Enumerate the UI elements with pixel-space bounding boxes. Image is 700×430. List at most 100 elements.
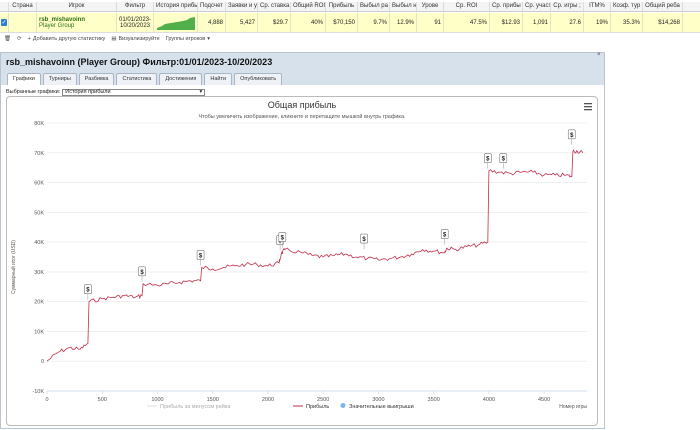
big-win-marker[interactable]: $ bbox=[138, 266, 146, 282]
y-tick-label: 0 bbox=[41, 359, 44, 365]
svg-text:$: $ bbox=[281, 236, 285, 242]
header-entries[interactable]: Заявки и у bbox=[228, 2, 258, 11]
refresh-icon[interactable]: ⟳ bbox=[16, 35, 22, 42]
chevron-down-icon: ▾ bbox=[199, 89, 203, 95]
tab-find[interactable]: Найти bbox=[204, 73, 233, 85]
tab-tournaments[interactable]: Турниры bbox=[42, 73, 77, 85]
big-win-marker[interactable]: $ bbox=[84, 284, 92, 300]
y-tick-label: 30K bbox=[34, 270, 44, 276]
level-cell: 91 bbox=[417, 13, 444, 32]
chart-title: Общая прибыль bbox=[268, 100, 337, 110]
player-group: Player Group bbox=[39, 22, 75, 29]
stats-grid: Страна Игрок Фильтр История прибыли Подс… bbox=[0, 0, 700, 44]
header-profit-history[interactable]: История прибыли bbox=[156, 2, 198, 11]
add-stat-button[interactable]: + Добавить другую статистику bbox=[28, 36, 106, 42]
tab-charts[interactable]: Графики bbox=[7, 73, 41, 85]
svg-text:$: $ bbox=[502, 157, 506, 163]
big-win-marker[interactable]: $ bbox=[278, 232, 287, 248]
header-player[interactable]: Игрок bbox=[37, 2, 117, 11]
avg-field-cell: 1,091 bbox=[523, 13, 551, 32]
x-tick-label: 3000 bbox=[372, 397, 384, 403]
tab-publish[interactable]: Опубликовать bbox=[234, 73, 283, 85]
chevron-down-icon: ▾ bbox=[207, 35, 210, 42]
big-win-marker[interactable]: $ bbox=[360, 233, 368, 250]
chart-legend: Прибыль за минусом рейка Прибыль Значите… bbox=[147, 403, 414, 410]
svg-text:$: $ bbox=[486, 157, 490, 163]
header-filter[interactable]: Фильтр bbox=[117, 2, 154, 11]
header-itm[interactable]: ITM% bbox=[584, 2, 611, 11]
tab-statistics[interactable]: Статистика bbox=[116, 73, 158, 85]
total-roi-cell: 40% bbox=[291, 13, 326, 32]
header-avg-field[interactable]: Ср. участ bbox=[525, 2, 551, 11]
svg-text:$: $ bbox=[443, 233, 447, 239]
x-tick-label: 500 bbox=[98, 397, 107, 403]
add-stat-label: Добавить другую статистику bbox=[32, 35, 106, 42]
knocked-late-cell: 12.9% bbox=[390, 13, 417, 32]
header-avg-profit[interactable]: Ср. прибы bbox=[490, 2, 523, 11]
legend-item-rakeless[interactable]: Прибыль за минусом рейка bbox=[160, 403, 231, 410]
big-win-marker[interactable]: $ bbox=[567, 129, 576, 145]
filter-start: 01/01/2023- bbox=[118, 16, 152, 23]
big-win-marker[interactable]: $ bbox=[483, 153, 492, 169]
player-name[interactable]: rsb_mishavoinn bbox=[39, 16, 86, 23]
big-win-marker[interactable]: $ bbox=[440, 229, 449, 245]
x-tick-label: 4500 bbox=[538, 397, 550, 403]
knocked-early-cell: 9.7% bbox=[358, 13, 390, 32]
header-avg-stake[interactable]: Ср. ставка bbox=[260, 2, 291, 11]
visualize-button[interactable]: ▤ Визуализируйте bbox=[111, 36, 159, 42]
legend-item-big-wins[interactable]: Значительные выигрыши bbox=[349, 404, 414, 410]
tab-breakdown[interactable]: Разбивка bbox=[78, 73, 115, 85]
series-line-profit bbox=[46, 149, 584, 362]
header-knocked-early[interactable]: Выбыл ра bbox=[358, 2, 390, 11]
plus-icon: + bbox=[27, 35, 31, 42]
y-tick-label: 70K bbox=[34, 151, 44, 157]
player-groups-label: Группы игроков bbox=[165, 35, 206, 42]
y-tick-label: 10K bbox=[34, 329, 44, 335]
x-tick-label: 2500 bbox=[317, 397, 329, 403]
delete-icon[interactable]: 🗑 bbox=[4, 35, 11, 42]
avg-roi-cell: 47.5% bbox=[444, 13, 490, 32]
y-tick-label: 40K bbox=[34, 240, 44, 246]
chart-select[interactable]: История прибыли ▾ bbox=[62, 88, 206, 96]
tour-coef-cell: 35.3% bbox=[611, 13, 643, 32]
header-total-roi[interactable]: Общий ROI bbox=[293, 2, 326, 11]
entries-cell: 5,427 bbox=[226, 13, 258, 32]
filter-cell: 01/01/2023- 10/20/2023 bbox=[117, 13, 154, 32]
tab-bar: Графики Турниры Разбивка Статистика Дост… bbox=[1, 71, 604, 85]
svg-text:$: $ bbox=[140, 270, 144, 276]
x-axis-label: Номер игры bbox=[559, 404, 587, 410]
header-checkbox[interactable] bbox=[0, 2, 9, 11]
header-count[interactable]: Подсчет bbox=[198, 2, 226, 11]
header-level[interactable]: Урове bbox=[417, 2, 444, 11]
x-tick-label: 0 bbox=[45, 397, 48, 403]
tab-achievements[interactable]: Достижения bbox=[159, 73, 203, 85]
table-row[interactable]: ✓ rsb_mishavoinn Player Group 01/01/2023… bbox=[0, 13, 700, 33]
graph-window: rsb_mishavoinn (Player Group) Фильтр:01/… bbox=[0, 52, 605, 429]
header-total-rebuy[interactable]: Общий реба bbox=[643, 2, 683, 11]
window-header[interactable]: rsb_mishavoinn (Player Group) Фильтр:01/… bbox=[1, 53, 604, 71]
chart-container[interactable]: Общая прибыль Чтобы увеличить изображени… bbox=[6, 96, 598, 426]
checkmark-icon: ✓ bbox=[1, 19, 7, 26]
player-cell[interactable]: rsb_mishavoinn Player Group bbox=[37, 13, 117, 32]
header-avg-roi[interactable]: Ср. ROI bbox=[444, 2, 490, 11]
x-tick-label: 3500 bbox=[428, 397, 440, 403]
avg-stake-cell: $29.7 bbox=[258, 13, 291, 32]
header-profit[interactable]: Прибыль bbox=[326, 2, 358, 11]
player-groups-button[interactable]: Группы игроков ▾ bbox=[166, 36, 210, 42]
header-knocked-late[interactable]: Выбыл н bbox=[392, 2, 417, 11]
legend-item-profit[interactable]: Прибыль bbox=[306, 404, 329, 410]
header-tour-coef[interactable]: Коэф. тур bbox=[611, 2, 643, 11]
filter-end: 10/20/2023 bbox=[119, 22, 151, 29]
profit-chart[interactable]: Общая прибыль Чтобы увеличить изображени… bbox=[7, 97, 597, 425]
big-win-marker[interactable]: $ bbox=[499, 153, 508, 169]
chart-select-row: Выбранные графики: История прибыли ▾ bbox=[1, 87, 604, 97]
close-icon[interactable]: × bbox=[597, 52, 601, 58]
hamburger-menu-icon[interactable] bbox=[584, 103, 592, 111]
big-win-marker[interactable]: $ bbox=[196, 250, 205, 266]
profit-sparkline bbox=[154, 13, 198, 32]
header-avg-games[interactable]: Ср. игры ; bbox=[551, 2, 584, 11]
row-checkbox[interactable]: ✓ bbox=[0, 13, 9, 32]
header-country[interactable]: Страна bbox=[9, 2, 37, 11]
grid-header-row: Страна Игрок Фильтр История прибыли Подс… bbox=[0, 2, 700, 12]
y-tick-label: -10K bbox=[32, 389, 44, 395]
